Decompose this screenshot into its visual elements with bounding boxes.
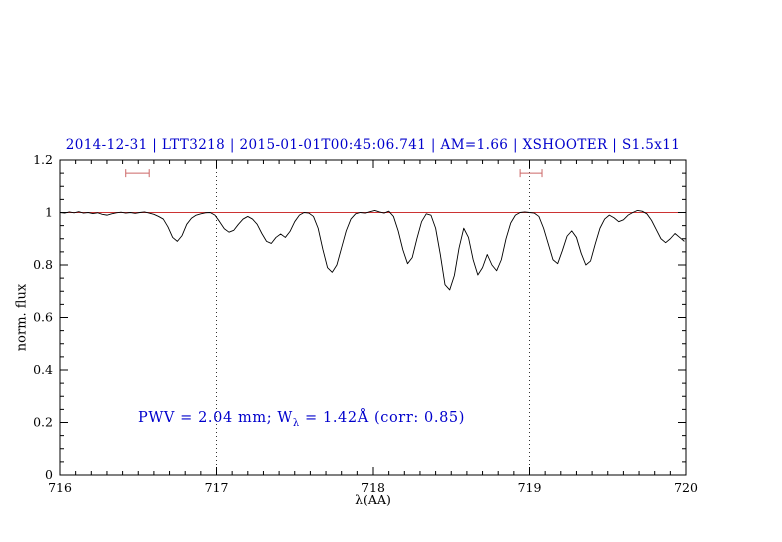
spectrum-line — [59, 209, 685, 291]
y-tick-label-0: 0 — [45, 467, 53, 482]
pwv-annotation: PWV = 2.04 mm; Wλ = 1.42Å (corr: 0.85) — [138, 410, 465, 429]
y-tick-label-0.2: 0.2 — [33, 415, 53, 430]
x-tick-label-717: 717 — [205, 480, 229, 495]
plot-title: 2014-12-31 | LTT3218 | 2015-01-01T00:45:… — [65, 137, 681, 153]
x-axis-label: λ(AA) — [355, 492, 391, 507]
annotation-text-right: = 1.42Å (corr: 0.85) — [299, 410, 465, 426]
y-tick-label-0.4: 0.4 — [33, 362, 53, 377]
y-tick-label-0.8: 0.8 — [33, 257, 53, 272]
x-tick-label-718: 718 — [361, 480, 385, 495]
y-tick-label-1: 1 — [45, 205, 53, 220]
annotation-lambda-subscript: λ — [292, 417, 300, 429]
y-axis-label: norm. flux — [14, 283, 30, 352]
annotation-text-left: PWV = 2.04 mm; W — [138, 410, 293, 426]
x-tick-label-719: 719 — [518, 480, 542, 495]
x-tick-label-720: 720 — [674, 480, 698, 495]
x-tick-label-716: 716 — [48, 480, 72, 495]
y-tick-label-1.2: 1.2 — [33, 152, 53, 167]
y-tick-label-0.6: 0.6 — [33, 310, 53, 325]
